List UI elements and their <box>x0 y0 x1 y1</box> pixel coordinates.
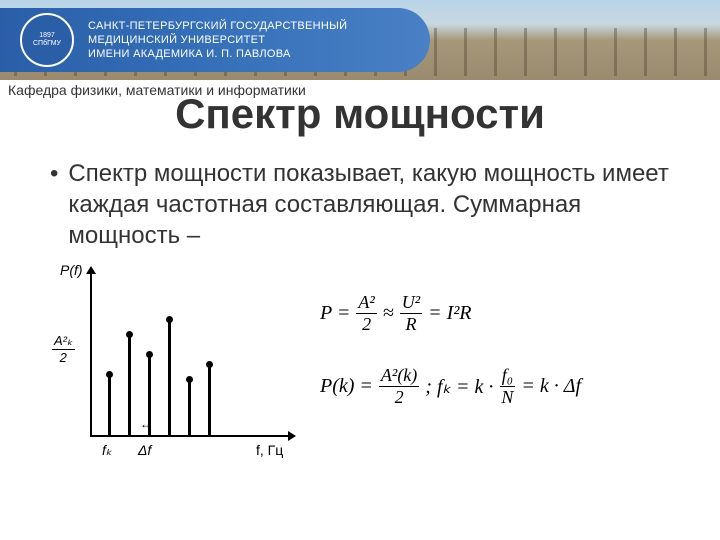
equations: P = A²2 ≈ U²R = I²R P(k) = A²(k)2 ; fₖ =… <box>300 262 680 472</box>
x-axis-label: f, Гц <box>256 442 283 458</box>
spectrum-bar <box>128 335 131 435</box>
spectrum-bar <box>108 375 111 435</box>
x-axis <box>90 435 290 437</box>
banner-text: САНКТ-ПЕТЕРБУРГСКИЙ ГОСУДАРСТВЕННЫЙ МЕДИ… <box>88 19 347 62</box>
y-axis-tick: A²ₖ 2 <box>52 332 75 365</box>
equation-2: P(k) = A²(k)2 ; fₖ = k · f₀N = k · Δf <box>320 365 680 408</box>
content-area: P(f) A²ₖ 2 ↔ fₖ Δf f, Гц P = A²2 ≈ U²R =… <box>0 262 720 472</box>
power-spectrum-diagram: P(f) A²ₖ 2 ↔ fₖ Δf f, Гц <box>40 262 300 472</box>
body-text: • Спектр мощности показывает, какую мощн… <box>50 158 670 252</box>
department-label: Кафедра физики, математики и информатики <box>8 82 306 98</box>
spectrum-bar <box>168 320 171 435</box>
blue-banner: 1897 СПбГМУ САНКТ-ПЕТЕРБУРГСКИЙ ГОСУДАРС… <box>0 8 430 72</box>
spectrum-bar <box>188 380 191 435</box>
university-logo-icon: 1897 СПбГМУ <box>20 13 74 67</box>
y-axis <box>90 272 92 437</box>
x-tick-fk: fₖ <box>102 442 112 459</box>
equation-1: P = A²2 ≈ U²R = I²R <box>320 292 680 335</box>
y-axis-label: P(f) <box>60 262 83 278</box>
spectrum-bar <box>208 365 211 435</box>
x-tick-df: Δf <box>138 442 151 458</box>
header: 1897 СПбГМУ САНКТ-ПЕТЕРБУРГСКИЙ ГОСУДАРС… <box>0 0 720 80</box>
delta-bracket: ↔ <box>140 417 152 431</box>
